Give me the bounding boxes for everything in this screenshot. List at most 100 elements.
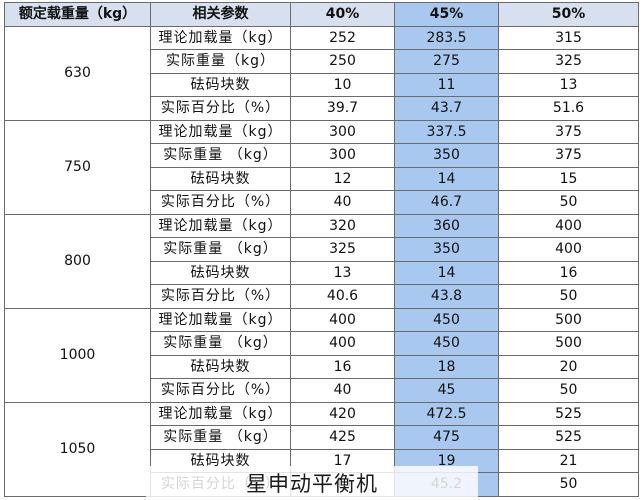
- value-40-cell: 300: [290, 119, 395, 144]
- parameter-cell: 实际重量（kg）: [150, 49, 291, 74]
- table-body: 630 理论加载量（kg） 252 283.5 315 实际重量（kg） 250 275 325…: [4, 25, 639, 497]
- value-40-cell: 320: [290, 213, 395, 238]
- value-50-cell: 15: [498, 166, 639, 191]
- value-50-cell: 375: [498, 143, 639, 168]
- parameter-cell: 砝码块数: [150, 354, 291, 379]
- value-40-cell: 400: [290, 307, 395, 332]
- value-40-cell: 420: [290, 401, 395, 426]
- value-45-cell: 350: [394, 237, 499, 262]
- parameter-cell: 理论加载量（kg）: [150, 25, 291, 50]
- value-50-cell: 525: [498, 401, 639, 426]
- value-40-cell: 13: [290, 260, 395, 285]
- value-45-cell: 450: [394, 307, 499, 332]
- parameter-cell: 理论加载量（kg）: [150, 401, 291, 426]
- value-40-cell: 40: [290, 378, 395, 403]
- header-parameter: 相关参数: [150, 2, 291, 27]
- value-40-cell: 12: [290, 166, 395, 191]
- parameter-cell: 实际重量 （kg）: [150, 143, 291, 168]
- value-45-cell: 18: [394, 354, 499, 379]
- table-row: 砝码块数 13 14 16: [5, 260, 639, 285]
- header-50-percent: 50%: [498, 2, 639, 27]
- value-45-cell: 14: [394, 260, 499, 285]
- table-header-row: 额定载重量（kg） 相关参数 40% 45% 50%: [4, 2, 639, 27]
- value-45-cell: 360: [394, 213, 499, 238]
- header-rated-load: 额定载重量（kg）: [4, 2, 151, 27]
- value-50-cell: 500: [498, 307, 639, 332]
- value-40-cell: 250: [290, 49, 395, 74]
- value-45-cell: 46.7: [394, 190, 499, 215]
- table-row: 实际重量 （kg） 425 475 525: [5, 425, 639, 450]
- parameter-cell: 实际百分比（%）: [150, 378, 291, 403]
- value-50-cell: 50: [498, 190, 639, 215]
- value-45-cell: 43.7: [394, 96, 499, 121]
- value-50-cell: 21: [498, 448, 639, 473]
- parameter-cell: 实际重量 （kg）: [150, 425, 291, 450]
- value-40-cell: 425: [290, 425, 395, 450]
- parameter-cell: 砝码块数: [150, 166, 291, 191]
- parameter-cell: 实际百分比（%）: [150, 284, 291, 309]
- table-row: 实际重量（kg） 250 275 325: [5, 49, 639, 74]
- table-row: 实际重量 （kg） 300 350 375: [5, 143, 639, 168]
- table-row: 800 理论加载量（kg） 320 360 400: [4, 213, 639, 309]
- parameter-cell: 砝码块数: [150, 72, 291, 97]
- value-45-cell: 275: [394, 49, 499, 74]
- rated-load-cell: 1050: [4, 401, 151, 497]
- value-40-cell: 252: [290, 25, 395, 50]
- value-45-cell: 450: [394, 331, 499, 356]
- value-50-cell: 16: [498, 260, 639, 285]
- rated-load-cell: 750: [4, 119, 151, 215]
- value-40-cell: 39.7: [290, 96, 395, 121]
- value-50-cell: 50: [498, 284, 639, 309]
- value-50-cell: 13: [498, 72, 639, 97]
- table-row: 实际重量 （kg） 400 450 500: [5, 331, 639, 356]
- value-45-cell: 43.8: [394, 284, 499, 309]
- value-45-cell: 350: [394, 143, 499, 168]
- table-row: 实际百分比（%） 40.6 43.8 50: [5, 284, 639, 309]
- parameter-cell: 实际重量 （kg）: [150, 331, 291, 356]
- parameter-cell: 理论加载量（kg）: [150, 119, 291, 144]
- value-45-cell: 337.5: [394, 119, 499, 144]
- value-50-cell: 315: [498, 25, 639, 50]
- table-row: 砝码块数 16 18 20: [5, 354, 639, 379]
- value-40-cell: 400: [290, 331, 395, 356]
- value-40-cell: 40.6: [290, 284, 395, 309]
- parameter-cell: 实际百分比（%）: [150, 190, 291, 215]
- rated-load-cell: 630: [4, 25, 151, 121]
- value-45-cell: 472.5: [394, 401, 499, 426]
- value-50-cell: 375: [498, 119, 639, 144]
- table-row: 630 理论加载量（kg） 252 283.5 315: [4, 25, 639, 121]
- table-row: 砝码块数 10 11 13: [5, 72, 639, 97]
- table-row: 1050 理论加载量（kg） 420 472.5 525: [4, 401, 639, 497]
- parameter-cell: 砝码块数: [150, 260, 291, 285]
- table-row: 实际百分比（%） 40 45 50: [5, 378, 639, 403]
- value-45-cell: 283.5: [394, 25, 499, 50]
- table-row: 实际重量 （kg） 325 350 400: [5, 237, 639, 262]
- watermark-text: 星申动平衡机: [246, 472, 378, 496]
- value-50-cell: 500: [498, 331, 639, 356]
- rated-load-cell: 1000: [4, 307, 151, 403]
- value-40-cell: 325: [290, 237, 395, 262]
- value-45-cell: 14: [394, 166, 499, 191]
- value-45-cell: 11: [394, 72, 499, 97]
- value-45-cell: 475: [394, 425, 499, 450]
- value-50-cell: 20: [498, 354, 639, 379]
- header-45-percent: 45%: [394, 2, 499, 27]
- load-parameter-table: 额定载重量（kg） 相关参数 40% 45% 50% 630 理论加载量（kg） 2…: [4, 2, 639, 497]
- value-50-cell: 325: [498, 49, 639, 74]
- rated-load-cell: 800: [4, 213, 151, 309]
- value-40-cell: 300: [290, 143, 395, 168]
- parameter-cell: 实际百分比（%）: [150, 96, 291, 121]
- table-row: 实际百分比（%） 40 46.7 50: [5, 190, 639, 215]
- header-40-percent: 40%: [290, 2, 395, 27]
- value-50-cell: 400: [498, 213, 639, 238]
- value-50-cell: 51.6: [498, 96, 639, 121]
- value-50-cell: 400: [498, 237, 639, 262]
- watermark: 星申动平衡机: [146, 466, 478, 500]
- parameter-cell: 理论加载量（kg）: [150, 213, 291, 238]
- parameter-cell: 理论加载量（kg）: [150, 307, 291, 332]
- value-45-cell: 45: [394, 378, 499, 403]
- value-40-cell: 16: [290, 354, 395, 379]
- value-50-cell: 50: [498, 472, 639, 497]
- value-50-cell: 50: [498, 378, 639, 403]
- table-row: 750 理论加载量（kg） 300 337.5 375: [4, 119, 639, 215]
